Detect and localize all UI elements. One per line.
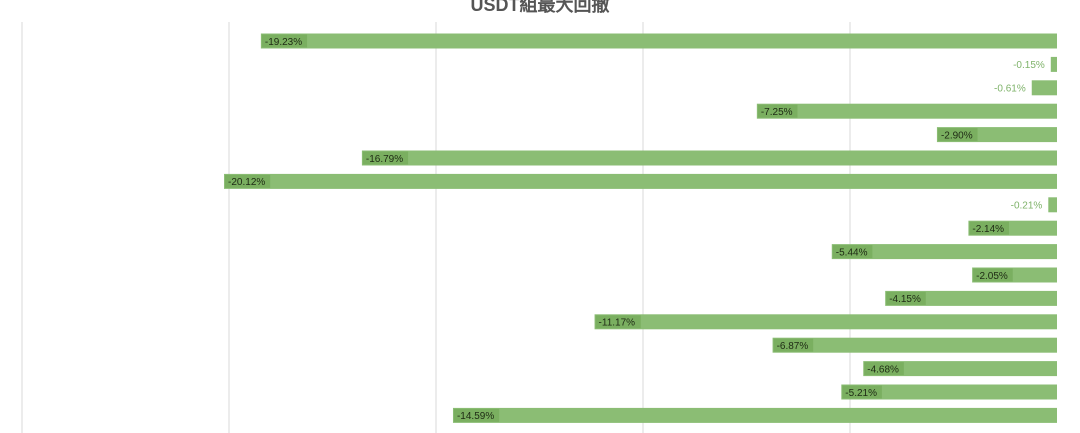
chart-title: USDT組最大回撤 (470, 0, 610, 15)
data-label-3: -7.25% (761, 107, 793, 118)
bar-7 (1048, 197, 1057, 213)
bar-14 (863, 361, 1057, 377)
bar-12 (594, 314, 1057, 330)
data-label-bg-16 (453, 408, 500, 422)
data-label-4: -2.90% (941, 130, 973, 141)
data-label-bg-5 (362, 151, 409, 165)
bar-0 (260, 33, 1057, 49)
bar-11 (885, 290, 1057, 306)
data-label-bg-8 (969, 221, 1010, 235)
bar-2 (1031, 80, 1057, 96)
data-label-bg-4 (937, 128, 978, 142)
data-label-13: -6.87% (777, 341, 809, 352)
data-label-2: -0.61% (994, 84, 1026, 95)
data-label-5: -16.79% (366, 154, 403, 165)
data-label-1: -0.15% (1013, 60, 1045, 71)
data-label-bg-9 (832, 245, 873, 259)
data-label-bg-3 (757, 104, 798, 118)
bar-15 (841, 384, 1057, 400)
bar-5 (361, 150, 1057, 166)
data-label-12: -11.17% (599, 318, 636, 329)
data-label-11: -4.15% (889, 294, 921, 305)
data-label-6: -20.12% (228, 177, 265, 188)
data-label-bg-14 (864, 362, 904, 376)
data-label-bg-0 (261, 34, 308, 48)
bar-13 (772, 337, 1057, 353)
bar-6 (224, 173, 1058, 189)
data-label-bg-10 (973, 268, 1013, 282)
data-label-16: -14.59% (457, 411, 494, 422)
bar-1 (1050, 56, 1057, 72)
data-label-0: -19.23% (265, 37, 302, 48)
data-label-10: -2.05% (976, 271, 1008, 282)
bar-3 (756, 103, 1057, 119)
data-label-14: -4.68% (867, 364, 899, 375)
data-label-bg-11 (886, 291, 926, 305)
data-label-15: -5.21% (845, 388, 877, 399)
data-label-7: -0.21% (1011, 201, 1043, 212)
bar-9 (831, 244, 1057, 260)
data-label-9: -5.44% (836, 247, 868, 258)
data-label-bg-6 (225, 174, 271, 188)
data-label-8: -2.14% (972, 224, 1004, 235)
data-label-bg-13 (773, 338, 814, 352)
data-label-bg-12 (595, 315, 641, 329)
data-label-bg-15 (842, 385, 882, 399)
bar-16 (452, 407, 1057, 423)
